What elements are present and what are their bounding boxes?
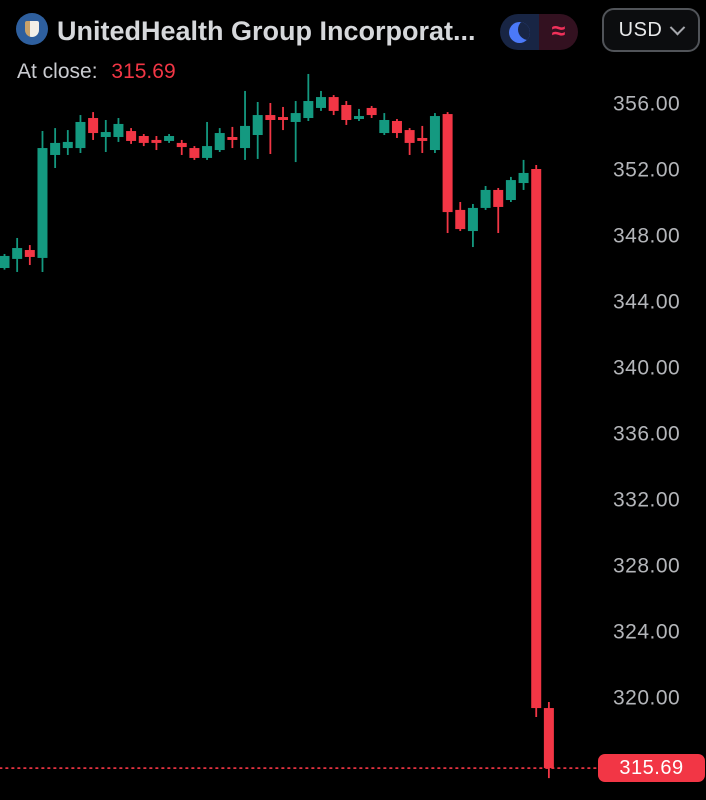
candle-body xyxy=(391,120,402,134)
candle-body xyxy=(328,97,339,111)
candle-body xyxy=(429,116,440,151)
candle-body xyxy=(37,148,48,258)
y-axis-tick-label: 336.00 xyxy=(613,423,680,446)
accent-mode-option[interactable]: ≈ xyxy=(539,14,578,50)
candle-body xyxy=(12,248,23,259)
candle-body xyxy=(214,133,225,151)
y-axis-tick-label: 344.00 xyxy=(613,291,680,314)
candle-body xyxy=(75,121,86,149)
y-axis-tick-label: 340.00 xyxy=(613,357,680,380)
y-axis-tick-label: 324.00 xyxy=(613,621,680,644)
candle-body xyxy=(404,130,415,143)
candle-body xyxy=(505,180,516,201)
candle-body xyxy=(151,139,162,143)
candle-body xyxy=(531,169,542,709)
candle-body xyxy=(100,132,111,137)
candle-body xyxy=(442,114,453,213)
candle-body xyxy=(126,131,137,141)
y-axis-tick-label: 320.00 xyxy=(613,687,680,710)
candle-body xyxy=(353,116,364,120)
candle-body xyxy=(278,117,289,120)
candle-body xyxy=(164,136,175,141)
candle-body xyxy=(467,207,478,232)
currency-label: USD xyxy=(618,18,663,41)
candle-body xyxy=(227,136,238,140)
candle-body xyxy=(290,113,301,122)
candle-body xyxy=(62,141,73,149)
candle-body xyxy=(265,115,276,120)
candle-body xyxy=(0,255,10,268)
candle-body xyxy=(316,97,326,108)
unitedhealth-shield-icon xyxy=(25,21,39,37)
theme-toggle[interactable]: ≈ xyxy=(500,14,578,50)
at-close-value: 315.69 xyxy=(111,60,176,83)
dark-mode-option[interactable] xyxy=(500,14,539,50)
candle-body xyxy=(303,101,314,119)
candle-body xyxy=(50,142,61,155)
moon-icon xyxy=(509,21,530,43)
candle-body xyxy=(379,119,390,134)
at-close-row: At close: 315.69 xyxy=(17,60,176,84)
candle-body xyxy=(176,142,187,148)
y-axis-tick-label: 356.00 xyxy=(613,93,680,116)
candle-body xyxy=(252,115,263,136)
candle-body xyxy=(88,118,99,134)
candle-body xyxy=(366,107,377,116)
candle-body xyxy=(240,125,251,149)
y-axis-tick-label: 348.00 xyxy=(613,225,680,248)
y-axis-tick-label: 332.00 xyxy=(613,489,680,512)
last-price-badge: 315.69 xyxy=(598,754,705,783)
candle-body xyxy=(417,137,428,141)
candle-body xyxy=(24,250,35,257)
candle-body xyxy=(138,136,149,143)
y-axis-tick-label: 328.00 xyxy=(613,555,680,578)
approx-icon: ≈ xyxy=(551,16,566,45)
candle-body xyxy=(543,708,554,769)
currency-select-button[interactable]: USD xyxy=(602,8,700,52)
candle-body xyxy=(202,146,213,158)
candle-body xyxy=(455,209,466,230)
company-logo xyxy=(16,13,48,45)
y-axis-tick-label: 352.00 xyxy=(613,159,680,182)
candle-body xyxy=(518,172,529,184)
candle-body xyxy=(341,104,352,120)
candle-body xyxy=(113,123,124,137)
candle-body xyxy=(189,148,200,158)
at-close-label: At close: xyxy=(17,60,98,83)
symbol-title: UnitedHealth Group Incorporat... xyxy=(57,16,476,46)
chevron-down-icon xyxy=(670,19,686,35)
candle-body xyxy=(480,189,491,208)
candle-body xyxy=(493,189,504,207)
